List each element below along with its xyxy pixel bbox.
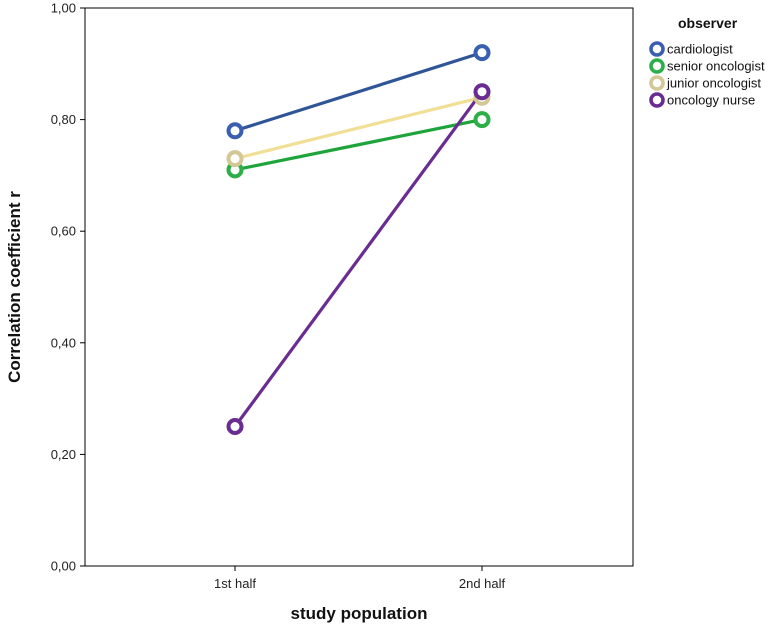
- legend-marker: [649, 58, 665, 74]
- data-point: [473, 83, 491, 101]
- legend-marker: [649, 75, 665, 91]
- data-point: [226, 418, 244, 435]
- legend-label: senior oncologist: [667, 59, 765, 74]
- data-point: [226, 150, 244, 168]
- series-line: [233, 90, 484, 429]
- legend: observer cardiologist senior oncologist ju…: [649, 15, 765, 108]
- series-layer: [226, 44, 491, 435]
- data-point: [473, 44, 491, 62]
- y-axis: 0,00 0,20 0,40 0,60 0,80 1,00: [51, 1, 85, 574]
- legend-label: oncology nurse: [667, 93, 755, 108]
- x-axis: 1st half 2nd half: [214, 566, 506, 591]
- x-tick-label: 2nd half: [459, 576, 506, 591]
- series-line: [233, 95, 484, 161]
- y-tick-label: 0,00: [51, 559, 76, 574]
- y-tick-label: 0,60: [51, 224, 76, 239]
- data-point: [226, 122, 244, 140]
- y-tick-label: 1,00: [51, 1, 76, 16]
- legend-label: junior oncologist: [666, 76, 761, 91]
- y-tick-label: 0,80: [51, 112, 76, 127]
- legend-label: cardiologist: [667, 42, 733, 57]
- y-tick-label: 0,40: [51, 335, 76, 350]
- plot-area: [84, 7, 634, 567]
- series-line: [233, 117, 484, 172]
- x-axis-title: study population: [291, 604, 428, 623]
- legend-marker: [649, 92, 665, 108]
- x-tick-label: 1st half: [214, 576, 256, 591]
- data-point: [473, 111, 491, 129]
- legend-marker: [649, 41, 665, 57]
- y-tick-label: 0,20: [51, 447, 76, 462]
- y-axis-title: Correlation coefficient r: [5, 191, 24, 383]
- legend-title: observer: [678, 15, 738, 31]
- series-line: [233, 51, 484, 133]
